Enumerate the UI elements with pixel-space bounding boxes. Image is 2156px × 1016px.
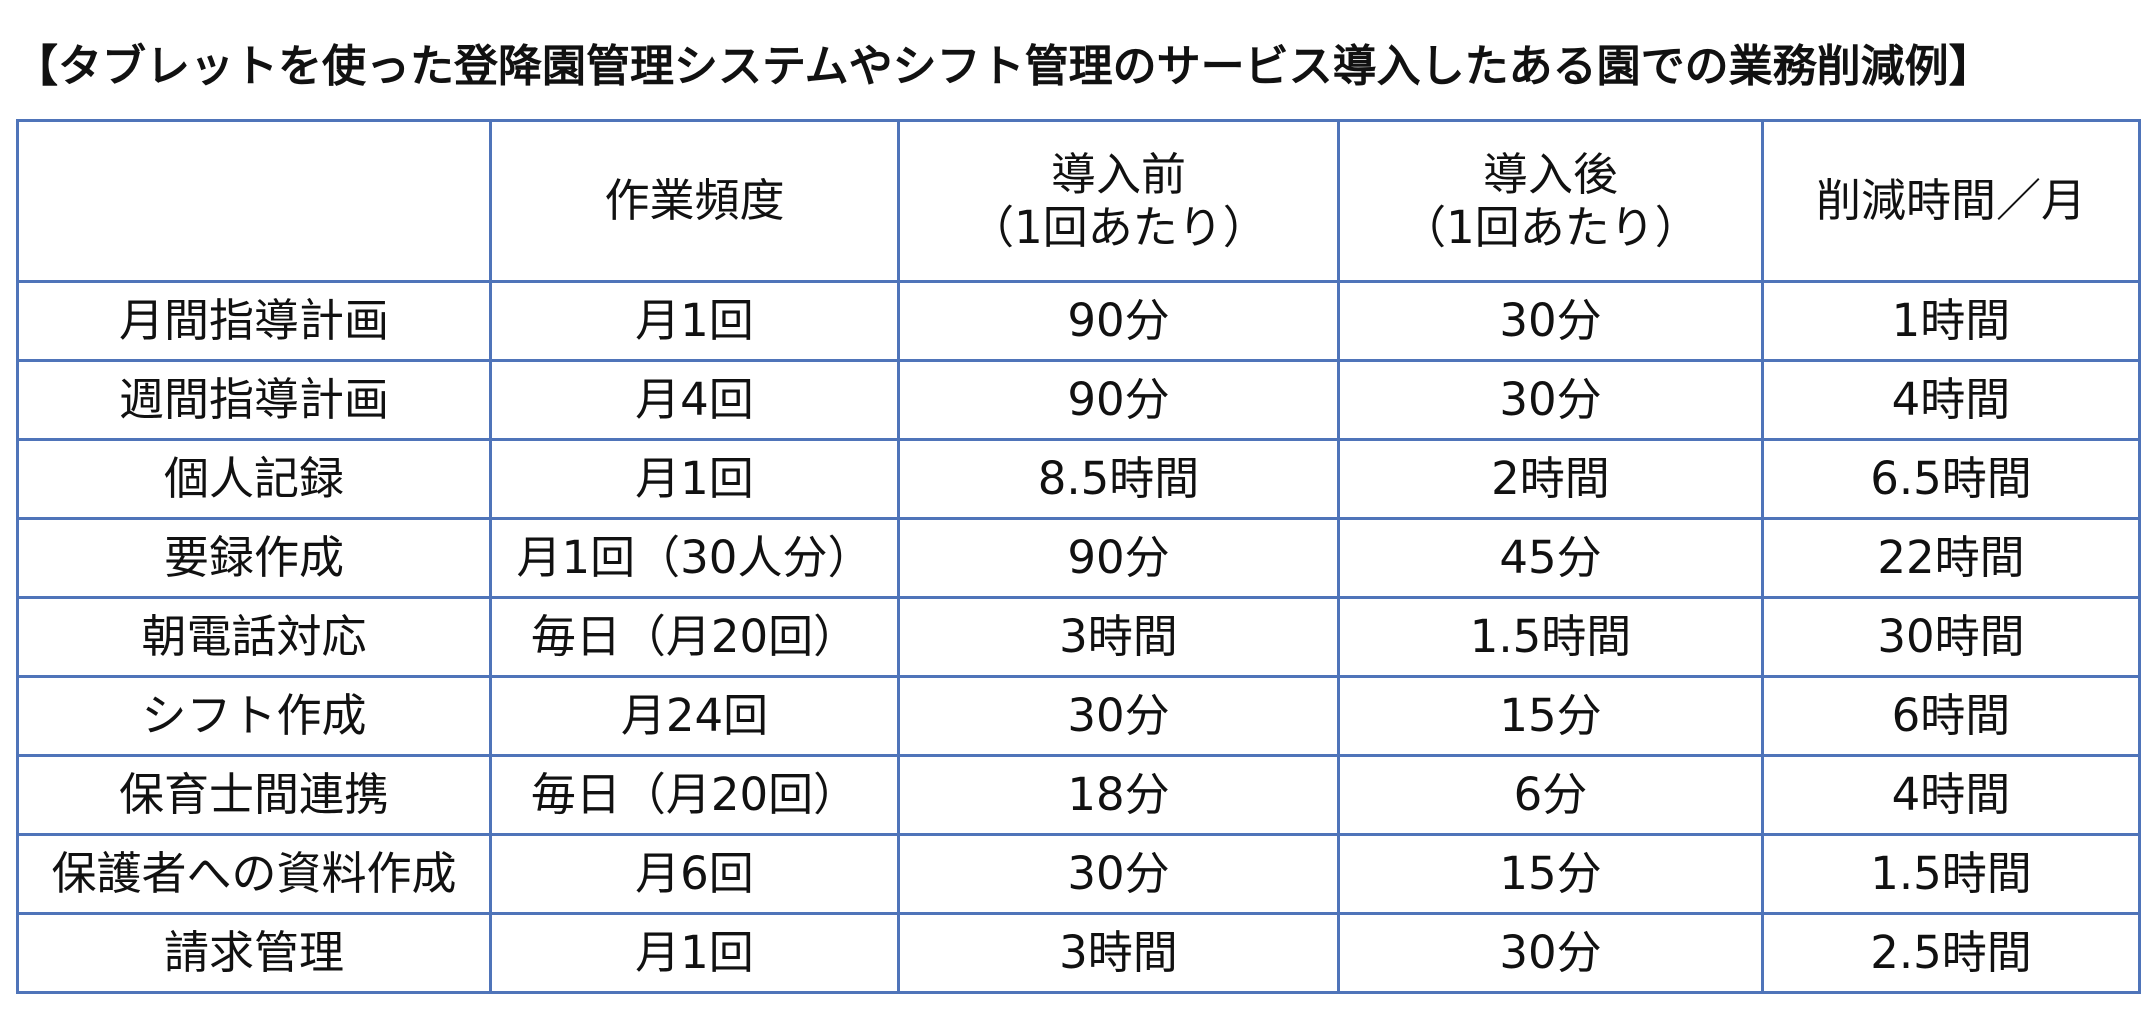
saved-cell: 2.5時間	[1761, 912, 2141, 994]
after-cell: 15分	[1337, 833, 1764, 915]
header-frequency: 作業頻度	[489, 119, 900, 283]
saved-cell: 1.5時間	[1761, 833, 2141, 915]
after-cell: 1.5時間	[1337, 596, 1764, 678]
header-after-label: 導入後	[1482, 147, 1618, 201]
frequency-cell: 月4回	[489, 359, 900, 441]
before-cell: 90分	[897, 517, 1340, 599]
frequency-cell: 月6回	[489, 833, 900, 915]
after-cell: 2時間	[1337, 438, 1764, 520]
after-cell: 30分	[1337, 280, 1764, 362]
saved-cell: 22時間	[1761, 517, 2141, 599]
frequency-cell: 毎日（月20回）	[489, 754, 900, 836]
header-after: 導入後 （1回あたり）	[1337, 119, 1764, 283]
after-cell: 45分	[1337, 517, 1764, 599]
table-header-row: 作業頻度 導入前 （1回あたり） 導入後 （1回あたり） 削減時間／月	[16, 119, 2141, 283]
task-cell: 週間指導計画	[16, 359, 492, 441]
saved-cell: 4時間	[1761, 359, 2141, 441]
task-cell: 月間指導計画	[16, 280, 492, 362]
table-row: 保育士間連携 毎日（月20回） 18分 6分 4時間	[16, 754, 2141, 836]
frequency-cell: 毎日（月20回）	[489, 596, 900, 678]
header-after-unit: （1回あたり）	[1401, 201, 1700, 254]
saved-cell: 6時間	[1761, 675, 2141, 757]
before-cell: 3時間	[897, 912, 1340, 994]
saved-cell: 6.5時間	[1761, 438, 2141, 520]
header-before-label: 導入前	[1050, 147, 1186, 201]
saved-cell: 1時間	[1761, 280, 2141, 362]
table-row: 請求管理 月1回 3時間 30分 2.5時間	[16, 912, 2141, 994]
task-cell: 請求管理	[16, 912, 492, 994]
saved-cell: 30時間	[1761, 596, 2141, 678]
before-cell: 8.5時間	[897, 438, 1340, 520]
header-before: 導入前 （1回あたり）	[897, 119, 1340, 283]
frequency-cell: 月24回	[489, 675, 900, 757]
table-row: 要録作成 月1回（30人分） 90分 45分 22時間	[16, 517, 2141, 599]
frequency-cell: 月1回（30人分）	[489, 517, 900, 599]
after-cell: 15分	[1337, 675, 1764, 757]
task-cell: シフト作成	[16, 675, 492, 757]
table-row: シフト作成 月24回 30分 15分 6時間	[16, 675, 2141, 757]
table-row: 月間指導計画 月1回 90分 30分 1時間	[16, 280, 2141, 362]
frequency-cell: 月1回	[489, 438, 900, 520]
before-cell: 30分	[897, 833, 1340, 915]
header-blank-cell	[16, 119, 492, 283]
page-title: 【タブレットを使った登降園管理システムやシフト管理のサービス導入したある園での業…	[14, 41, 1993, 92]
before-cell: 30分	[897, 675, 1340, 757]
table-row: 週間指導計画 月4回 90分 30分 4時間	[16, 359, 2141, 441]
before-cell: 90分	[897, 359, 1340, 441]
table-row: 個人記録 月1回 8.5時間 2時間 6.5時間	[16, 438, 2141, 520]
after-cell: 6分	[1337, 754, 1764, 836]
before-cell: 3時間	[897, 596, 1340, 678]
saved-cell: 4時間	[1761, 754, 2141, 836]
task-cell: 要録作成	[16, 517, 492, 599]
table-row: 朝電話対応 毎日（月20回） 3時間 1.5時間 30時間	[16, 596, 2141, 678]
header-before-unit: （1回あたり）	[969, 201, 1268, 254]
task-cell: 保護者への資料作成	[16, 833, 492, 915]
reduction-table: 作業頻度 導入前 （1回あたり） 導入後 （1回あたり） 削減時間／月 月間指導…	[16, 119, 2141, 994]
before-cell: 18分	[897, 754, 1340, 836]
table-row: 保護者への資料作成 月6回 30分 15分 1.5時間	[16, 833, 2141, 915]
frequency-cell: 月1回	[489, 280, 900, 362]
header-saved-per-month: 削減時間／月	[1761, 119, 2141, 283]
before-cell: 90分	[897, 280, 1340, 362]
after-cell: 30分	[1337, 359, 1764, 441]
task-cell: 朝電話対応	[16, 596, 492, 678]
task-cell: 保育士間連携	[16, 754, 492, 836]
task-cell: 個人記録	[16, 438, 492, 520]
after-cell: 30分	[1337, 912, 1764, 994]
frequency-cell: 月1回	[489, 912, 900, 994]
